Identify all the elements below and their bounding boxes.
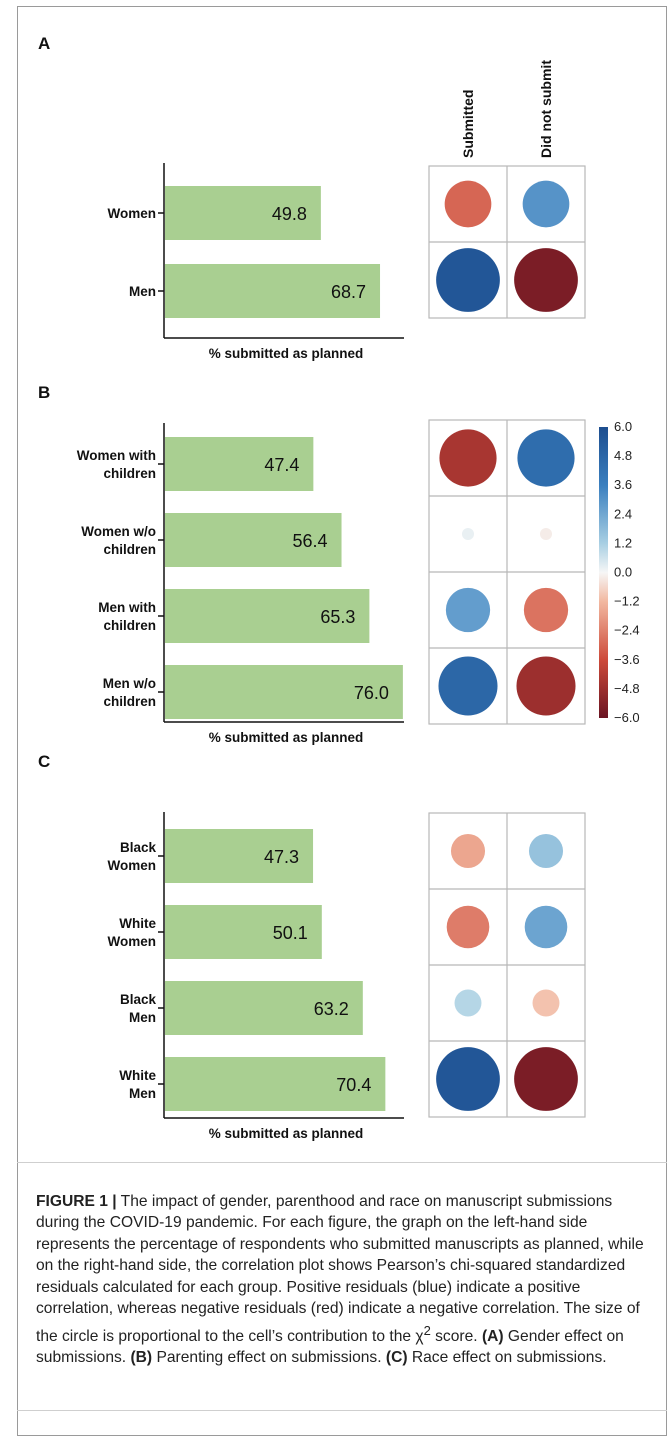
residual-circle (517, 429, 575, 487)
column-header: Did not submit (538, 60, 554, 158)
category-label: Women with (77, 448, 156, 463)
bar (165, 1057, 386, 1111)
residual-circle (454, 989, 482, 1017)
panel-label-b: B (38, 383, 51, 402)
residual-circle (438, 656, 498, 716)
colorbar-tick-label: −6.0 (614, 710, 640, 725)
caption-text-2: score. (430, 1327, 482, 1345)
category-label: children (103, 466, 156, 481)
category-label: children (103, 618, 156, 633)
category-label: Black (120, 992, 157, 1007)
residual-circle (445, 587, 491, 633)
category-label: Men (129, 1086, 156, 1101)
residual-circle (524, 905, 568, 949)
residual-circle (539, 527, 553, 541)
caption-text-1: The impact of gender, parenthood and rac… (36, 1192, 644, 1345)
caption-b-label: (B) (130, 1349, 153, 1367)
bar-value-label: 70.4 (336, 1075, 371, 1095)
bar-value-label: 65.3 (320, 607, 355, 627)
x-axis-label: % submitted as planned (209, 1126, 364, 1141)
colorbar-tick-label: −3.6 (614, 652, 640, 667)
bar-value-label: 50.1 (273, 923, 308, 943)
colorbar-tick-label: 6.0 (614, 419, 632, 434)
residual-circle (461, 527, 475, 541)
figure-caption: FIGURE 1 | The impact of gender, parenth… (36, 1191, 648, 1369)
category-label: Women w/o (81, 524, 156, 539)
residual-circle (532, 989, 560, 1017)
figure-frame (17, 6, 667, 1436)
bar-value-label: 68.7 (331, 282, 366, 302)
category-label: children (103, 694, 156, 709)
x-axis-label: % submitted as planned (209, 730, 364, 745)
bar (165, 513, 342, 567)
residual-circle (514, 1047, 578, 1111)
panel-label-c: C (38, 752, 51, 771)
category-label: Men with (98, 600, 156, 615)
category-label: Women (107, 206, 156, 221)
residual-circle (528, 833, 564, 869)
caption-b-text: Parenting effect on submissions. (152, 1349, 386, 1367)
caption-label: FIGURE 1 | (36, 1192, 117, 1210)
figure-chart: 49.8 Women 68.7 Men % submitted as planned Su… (77, 60, 640, 1141)
category-label: Men (129, 284, 156, 299)
bar (165, 186, 321, 240)
colorbar-tick-label: 3.6 (614, 477, 632, 492)
category-label: Black (120, 840, 157, 855)
bar-value-label: 47.4 (264, 455, 299, 475)
category-label: Men w/o (103, 676, 156, 691)
caption-divider (17, 1162, 667, 1163)
panel-c: 47.3 Black Women 50.1 White Women 63.2 Black Men… (107, 812, 586, 1141)
residual-circle (446, 905, 490, 949)
colorbar-gradient (599, 427, 608, 718)
caption-a-label: (A) (481, 1327, 504, 1345)
category-label: White (119, 916, 156, 931)
bar-value-label: 47.3 (264, 847, 299, 867)
category-label: White (119, 1068, 156, 1083)
residual-circle (436, 248, 500, 312)
bar-value-label: 63.2 (314, 999, 349, 1019)
caption-sup: 2 (423, 1322, 431, 1338)
colorbar-tick-label: 0.0 (614, 565, 632, 580)
category-label: Women (107, 858, 156, 873)
bar (165, 665, 403, 719)
bar (165, 905, 322, 959)
residual-circle (444, 180, 492, 228)
caption-c-label: (C) (385, 1349, 408, 1367)
residual-circle (522, 180, 570, 228)
bar (165, 589, 370, 643)
bar (165, 981, 363, 1035)
colorbar-tick-label: −1.2 (614, 594, 640, 609)
panel-b: 47.4 Women with children 56.4 Women w/o child… (77, 419, 586, 745)
residual-circle (439, 429, 497, 487)
colorbar-tick-label: 2.4 (614, 506, 632, 521)
panel-label-a: A (38, 34, 51, 53)
colorbar-tick-label: 1.2 (614, 535, 632, 550)
bar-value-label: 76.0 (354, 683, 389, 703)
category-label: children (103, 542, 156, 557)
column-header: Submitted (460, 90, 476, 158)
caption-a-text: Gender effect on submissions. (36, 1327, 624, 1367)
colorbar-tick-label: −2.4 (614, 623, 640, 638)
bar-value-label: 56.4 (292, 531, 327, 551)
bottom-divider (17, 1410, 667, 1411)
colorbar: 6.0 4.8 3.6 2.4 1.2 0.0 −1.2 −2.4 −3.6 −4.8 −6.0 (599, 419, 640, 725)
residual-circle (516, 656, 576, 716)
caption-c-text: Race effect on submissions. (407, 1349, 607, 1367)
residual-circle (523, 587, 569, 633)
colorbar-tick-label: −4.8 (614, 681, 640, 696)
category-label: Men (129, 1010, 156, 1025)
bar (165, 437, 314, 491)
panel-a: 49.8 Women 68.7 Men % submitted as planned Su… (107, 60, 586, 361)
residual-circle (436, 1047, 500, 1111)
bar (165, 829, 314, 883)
bar-value-label: 49.8 (272, 204, 307, 224)
category-label: Women (107, 934, 156, 949)
x-axis-label: % submitted as planned (209, 346, 364, 361)
residual-circle (450, 833, 486, 869)
residual-circle (514, 248, 578, 312)
bar (165, 264, 381, 318)
colorbar-tick-label: 4.8 (614, 448, 632, 463)
